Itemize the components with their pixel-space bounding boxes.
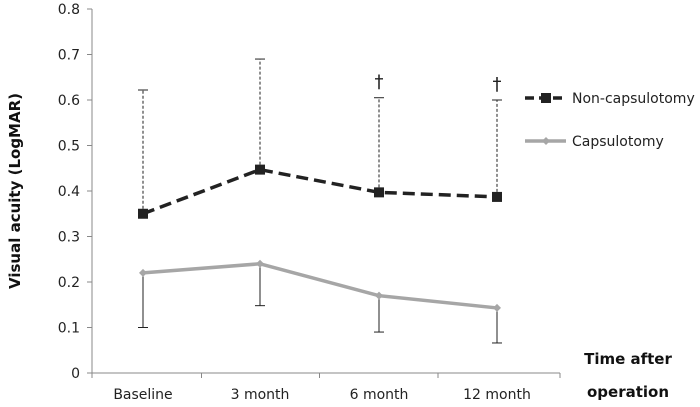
data-point-marker	[492, 191, 502, 202]
error-bars	[138, 58, 502, 344]
data-point-marker	[374, 187, 384, 198]
legend-label: Capsulotomy	[572, 134, 664, 150]
series-line-capsulotomy	[142, 262, 498, 310]
x-tick-label: 12 month	[463, 387, 531, 403]
y-tick-label: 0.8	[58, 2, 80, 18]
data-point-marker	[375, 291, 383, 300]
data-point-marker	[138, 208, 148, 219]
y-tick-label: 0.2	[58, 275, 80, 291]
axes: 0 0.1 0.2 0.3 0.4 0.5 0.6 0.7 0.8 Baseline 3 month…	[58, 2, 561, 403]
y-axis-title: Visual acuity (LogMAR)	[6, 93, 24, 289]
significance-dagger: †	[493, 74, 502, 95]
y-tick-label: 0	[71, 366, 80, 382]
y-tick-label: 0.4	[58, 184, 80, 200]
data-point-marker	[256, 259, 264, 268]
annotations: † †	[375, 72, 502, 95]
series-lines	[142, 167, 498, 310]
data-point-marker	[139, 268, 147, 277]
legend-marker	[542, 137, 550, 145]
axis-labels: Visual acuity (LogMAR) Time after operatio…	[6, 93, 672, 401]
y-tick-label: 0.6	[58, 93, 80, 109]
x-tick-label: Baseline	[113, 387, 172, 403]
x-tick-label: 3 month	[231, 387, 290, 403]
legend: Non-capsulotomy Capsulotomy	[525, 91, 695, 150]
data-point-marker	[255, 164, 265, 175]
x-axis-title-line: operation	[587, 383, 669, 401]
significance-dagger: †	[375, 72, 384, 93]
legend-marker	[541, 93, 551, 103]
x-tick-label: 6 month	[350, 387, 409, 403]
series-line-non-capsulotomy	[142, 167, 498, 216]
series-markers	[138, 164, 502, 312]
y-tick-label: 0.3	[58, 230, 80, 246]
legend-label: Non-capsulotomy	[572, 91, 695, 107]
y-tick-label: 0.1	[58, 321, 80, 337]
y-tick-label: 0.5	[58, 139, 80, 155]
x-axis-title-line: Time after	[584, 350, 672, 368]
y-tick-label: 0.7	[58, 48, 80, 64]
data-point-marker	[493, 303, 501, 312]
